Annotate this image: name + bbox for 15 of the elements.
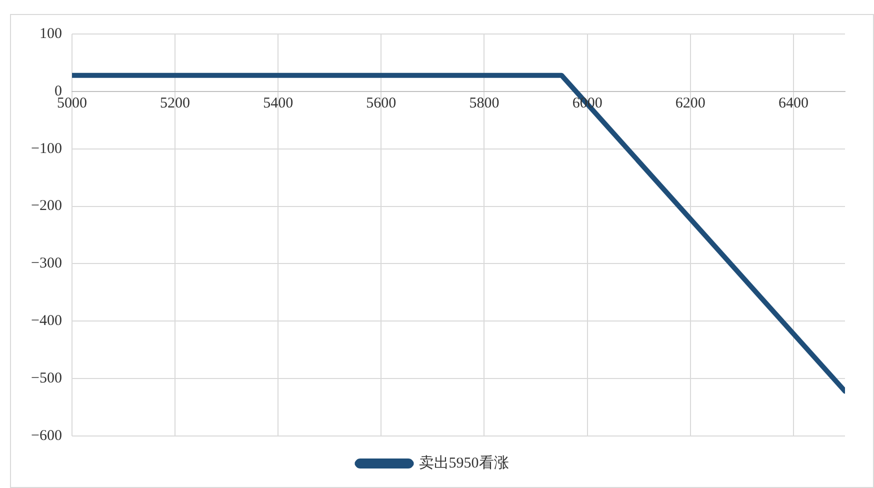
x-tick-label: 5000 <box>56 95 87 112</box>
x-tick-label: 5800 <box>469 95 500 112</box>
x-tick-label: 6400 <box>778 95 808 112</box>
x-tick-label: 5400 <box>263 95 294 112</box>
y-tick-label: −400 <box>30 313 62 330</box>
x-tick-label: 5600 <box>366 95 396 112</box>
x-tick-label: 6200 <box>675 95 706 112</box>
y-tick-label: −500 <box>30 370 62 387</box>
y-tick-label: −200 <box>30 198 62 214</box>
y-tick-label: −300 <box>30 256 62 272</box>
legend-label: 卖出5950看涨 <box>418 454 509 472</box>
y-tick-label: −100 <box>30 140 62 157</box>
x-tick-label: 5200 <box>160 95 190 112</box>
y-tick-label: 100 <box>39 26 62 42</box>
y-tick-label: −600 <box>30 428 62 444</box>
